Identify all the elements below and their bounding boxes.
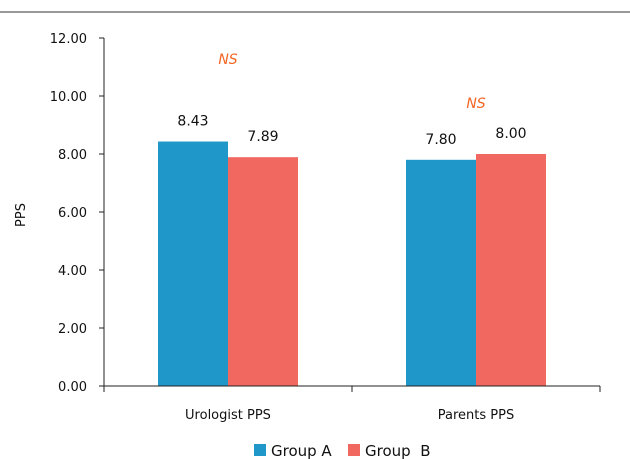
- y-tick-label: 8.00: [58, 148, 87, 163]
- ns-annotation: NS: [218, 52, 237, 68]
- y-tick-label: 0.00: [58, 380, 87, 395]
- y-tick-label: 10.00: [50, 90, 87, 105]
- category-label: Parents PPS: [438, 408, 514, 423]
- legend-label: Group B: [365, 442, 431, 459]
- y-axis-title: PPS: [14, 203, 29, 227]
- data-label: 8.00: [495, 126, 526, 142]
- bar-group-a-urologist: [158, 141, 228, 386]
- legend-swatch-group-a: [254, 444, 266, 456]
- data-labels: 8.43 7.89 NS 7.80 8.00 NS: [177, 52, 526, 148]
- y-tick-label: 12.00: [50, 32, 87, 47]
- bar-group-b-parents: [476, 154, 546, 386]
- y-tick-label: 6.00: [58, 206, 87, 221]
- axes: [103, 38, 601, 392]
- data-label: 7.89: [247, 129, 278, 145]
- legend: Group A Group B: [254, 442, 431, 459]
- bar-group-a-parents: [406, 159, 476, 386]
- y-tick-label: 4.00: [58, 264, 87, 279]
- category-labels: Urologist PPS Parents PPS: [185, 408, 514, 423]
- data-label: 7.80: [425, 132, 456, 148]
- bar-group-b-urologist: [228, 157, 298, 386]
- bars: [158, 141, 546, 386]
- legend-swatch-group-b: [348, 444, 360, 456]
- category-label: Urologist PPS: [185, 408, 271, 423]
- y-tick-label: 2.00: [58, 322, 87, 337]
- ns-annotation: NS: [466, 96, 485, 112]
- data-label: 8.43: [177, 114, 208, 130]
- legend-label: Group A: [271, 442, 332, 459]
- y-axis-ticks: 0.00 2.00 4.00 6.00 8.00 10.00 12.00: [50, 32, 104, 395]
